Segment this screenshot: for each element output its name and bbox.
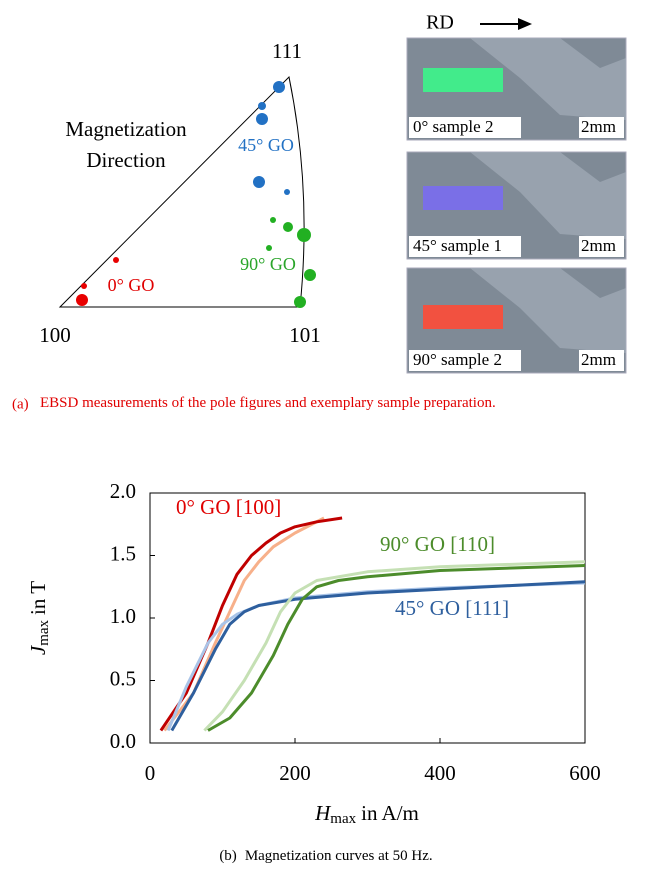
dots-45 (253, 81, 290, 195)
corner-label: 111 (272, 39, 302, 63)
label-box (409, 236, 521, 257)
direction-title: Direction (86, 148, 166, 172)
caption-b: (b) Magnetization curves at 50 Hz. (219, 848, 432, 864)
panel-label: 45° sample 1 (413, 236, 502, 255)
dots-0 (76, 257, 119, 306)
direction-title: Magnetization (65, 117, 187, 141)
grain-region (470, 268, 626, 353)
y-tick-label: 0.0 (110, 729, 136, 753)
curve-annotation: 90° GO [110] (380, 532, 495, 556)
caption-label: (b) (219, 848, 237, 864)
x-tick-label: 200 (279, 761, 311, 785)
rd-arrowhead (518, 18, 532, 30)
label-box (579, 350, 624, 371)
caption-text: EBSD measurements of the pole figures an… (40, 395, 496, 411)
chart: 0.0 0.5 1.0 1.5 2.0 0 200 400 600 0° GO [100] 90° … (26, 479, 601, 828)
x-axis-label: Hmax in A/m (314, 801, 419, 828)
plot-frame (149, 492, 586, 744)
curve-annotation: 0° GO [100] (176, 495, 281, 519)
group-label: 0° GO (108, 275, 155, 295)
curve (207, 564, 586, 732)
panel-label: 90° sample 2 (413, 350, 502, 369)
curve-annotation: 45° GO [111] (395, 596, 509, 620)
scale-label: 2mm (581, 236, 616, 255)
sample-panels: 0° sample 2 2mm 45° sample 1 2mm 90° sample … (406, 37, 627, 374)
corner-label: 100 (39, 323, 71, 347)
unit: in A/m (361, 801, 419, 825)
symbol: H (314, 801, 332, 825)
scale-label: 2mm (581, 350, 616, 369)
panel-label: 0° sample 2 (413, 117, 493, 136)
caption-text: Magnetization curves at 50 Hz. (245, 848, 433, 864)
rd-label: RD (426, 12, 454, 34)
subscript: max (36, 619, 52, 645)
caption-a: EBSD measurements of the pole figures an… (40, 395, 496, 411)
ebsd-patch (423, 186, 503, 210)
y-tick-label: 2.0 (110, 479, 136, 503)
pole-triangle (58, 75, 305, 308)
x-tick-label: 400 (424, 761, 456, 785)
caption-label: (a) (12, 396, 29, 412)
y-tick-label: 1.0 (110, 604, 136, 628)
curve (163, 516, 325, 732)
label-box (409, 117, 521, 138)
y-tick-label: 1.5 (110, 541, 136, 565)
y-tick-label: 0.5 (110, 666, 136, 690)
group-label: 90° GO (240, 254, 296, 274)
dots-90 (266, 217, 316, 308)
x-tick-label: 0 (145, 761, 156, 785)
group-label: 45° GO (238, 135, 294, 155)
y-axis-label: Jmax in T (26, 581, 53, 655)
ebsd-patch (423, 68, 503, 92)
subscript: max (330, 811, 356, 827)
x-tick-label: 600 (569, 761, 601, 785)
corner-label: 101 (289, 323, 321, 347)
scale-label: 2mm (581, 117, 616, 136)
grain-region (470, 152, 626, 239)
symbol: J (26, 644, 50, 655)
curve (203, 560, 586, 732)
unit: in T (26, 581, 50, 615)
label-box (579, 117, 624, 138)
ebsd-patch (423, 305, 503, 329)
curve (170, 580, 586, 732)
grain-region (470, 38, 626, 120)
label-box (409, 350, 521, 371)
curve (166, 581, 586, 732)
label-box (579, 236, 624, 257)
